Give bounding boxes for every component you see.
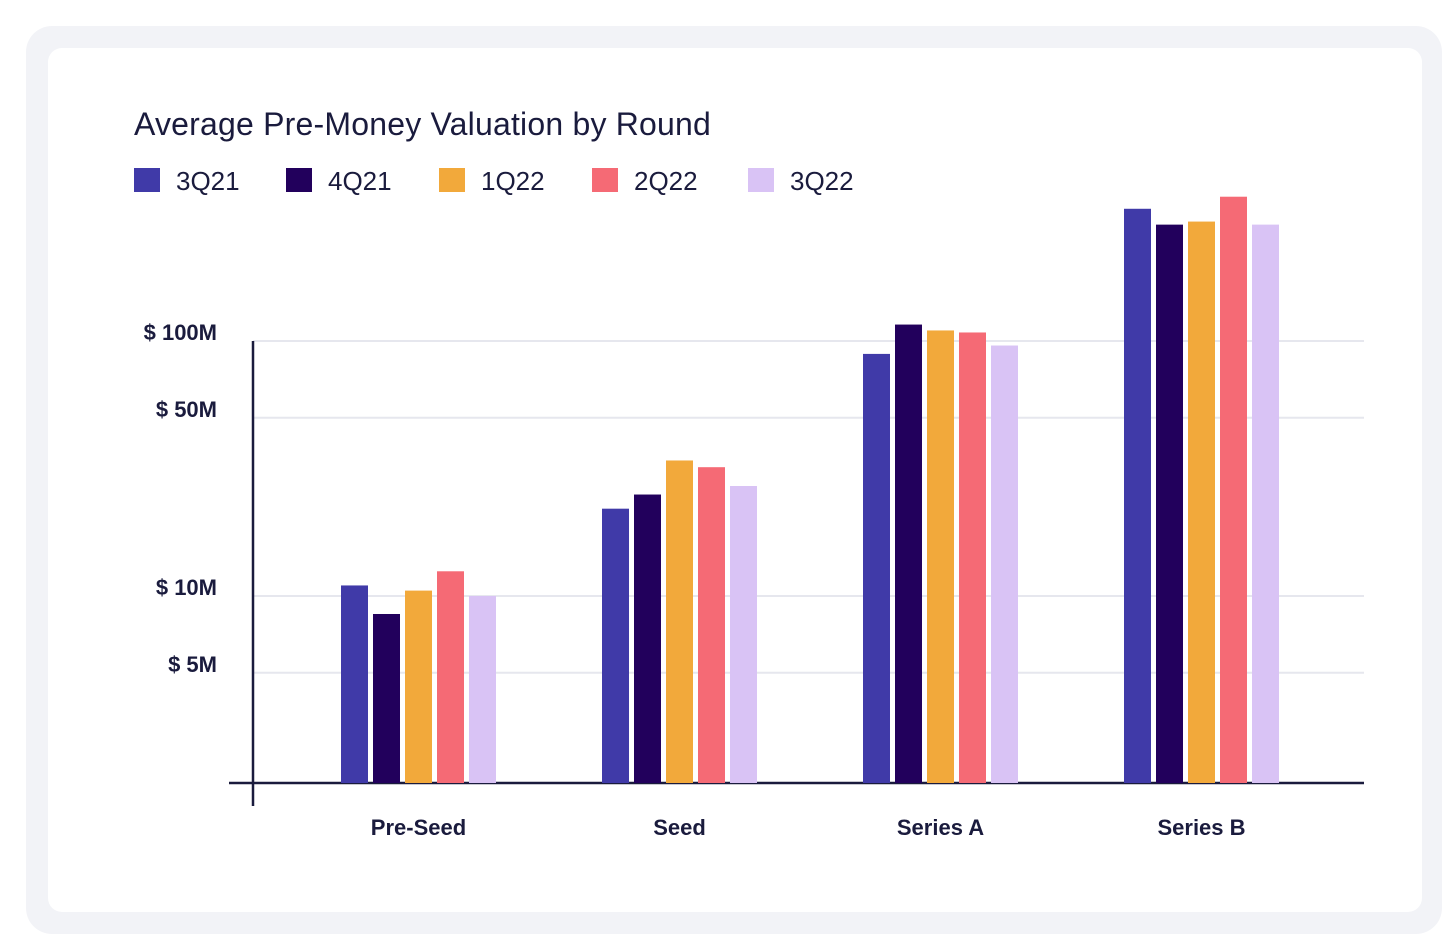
legend-label-4q21: 4Q21 (328, 166, 392, 196)
y-tick-label: $ 5M (168, 652, 217, 677)
bar-pre-seed-1q22 (405, 590, 432, 783)
bar-series-b-1q22 (1188, 221, 1215, 784)
bar-seed-2q22 (698, 467, 725, 783)
bar-series-b-2q22 (1220, 196, 1247, 783)
y-tick-label: $ 10M (156, 575, 217, 600)
bar-series-b-4q21 (1156, 224, 1183, 784)
bar-seed-1q22 (666, 460, 693, 783)
bar-series-a-4q21 (895, 324, 922, 783)
legend-swatch-1q22 (439, 168, 465, 192)
bar-pre-seed-3q21 (341, 585, 368, 783)
bar-seed-3q22 (730, 486, 757, 783)
y-tick-label: $ 50M (156, 397, 217, 422)
legend-swatch-4q21 (286, 168, 312, 192)
x-tick-label: Seed (653, 815, 706, 840)
bar-series-b-3q21 (1124, 208, 1151, 784)
legend-swatch-2q22 (592, 168, 618, 192)
bar-pre-seed-4q21 (373, 613, 400, 783)
bar-pre-seed-2q22 (437, 571, 464, 783)
bar-series-b-3q22 (1252, 224, 1279, 784)
x-tick-label: Series B (1157, 815, 1245, 840)
bar-series-a-1q22 (927, 330, 954, 783)
bar-seed-4q21 (634, 494, 661, 783)
legend-label-2q22: 2Q22 (634, 166, 698, 196)
x-tick-label: Series A (897, 815, 984, 840)
bar-seed-3q21 (602, 508, 629, 783)
legend-label-3q21: 3Q21 (176, 166, 240, 196)
bar-series-a-2q22 (959, 332, 986, 783)
legend-swatch-3q22 (748, 168, 774, 192)
legend-swatch-3q21 (134, 168, 160, 192)
x-tick-label: Pre-Seed (371, 815, 466, 840)
bar-pre-seed-3q22 (469, 596, 496, 783)
bar-series-a-3q22 (991, 345, 1018, 783)
chart-title: Average Pre-Money Valuation by Round (134, 106, 712, 142)
y-tick-label: $ 100M (144, 320, 217, 345)
legend-label-1q22: 1Q22 (481, 166, 545, 196)
legend-label-3q22: 3Q22 (790, 166, 854, 196)
bar-series-a-3q21 (863, 353, 890, 783)
